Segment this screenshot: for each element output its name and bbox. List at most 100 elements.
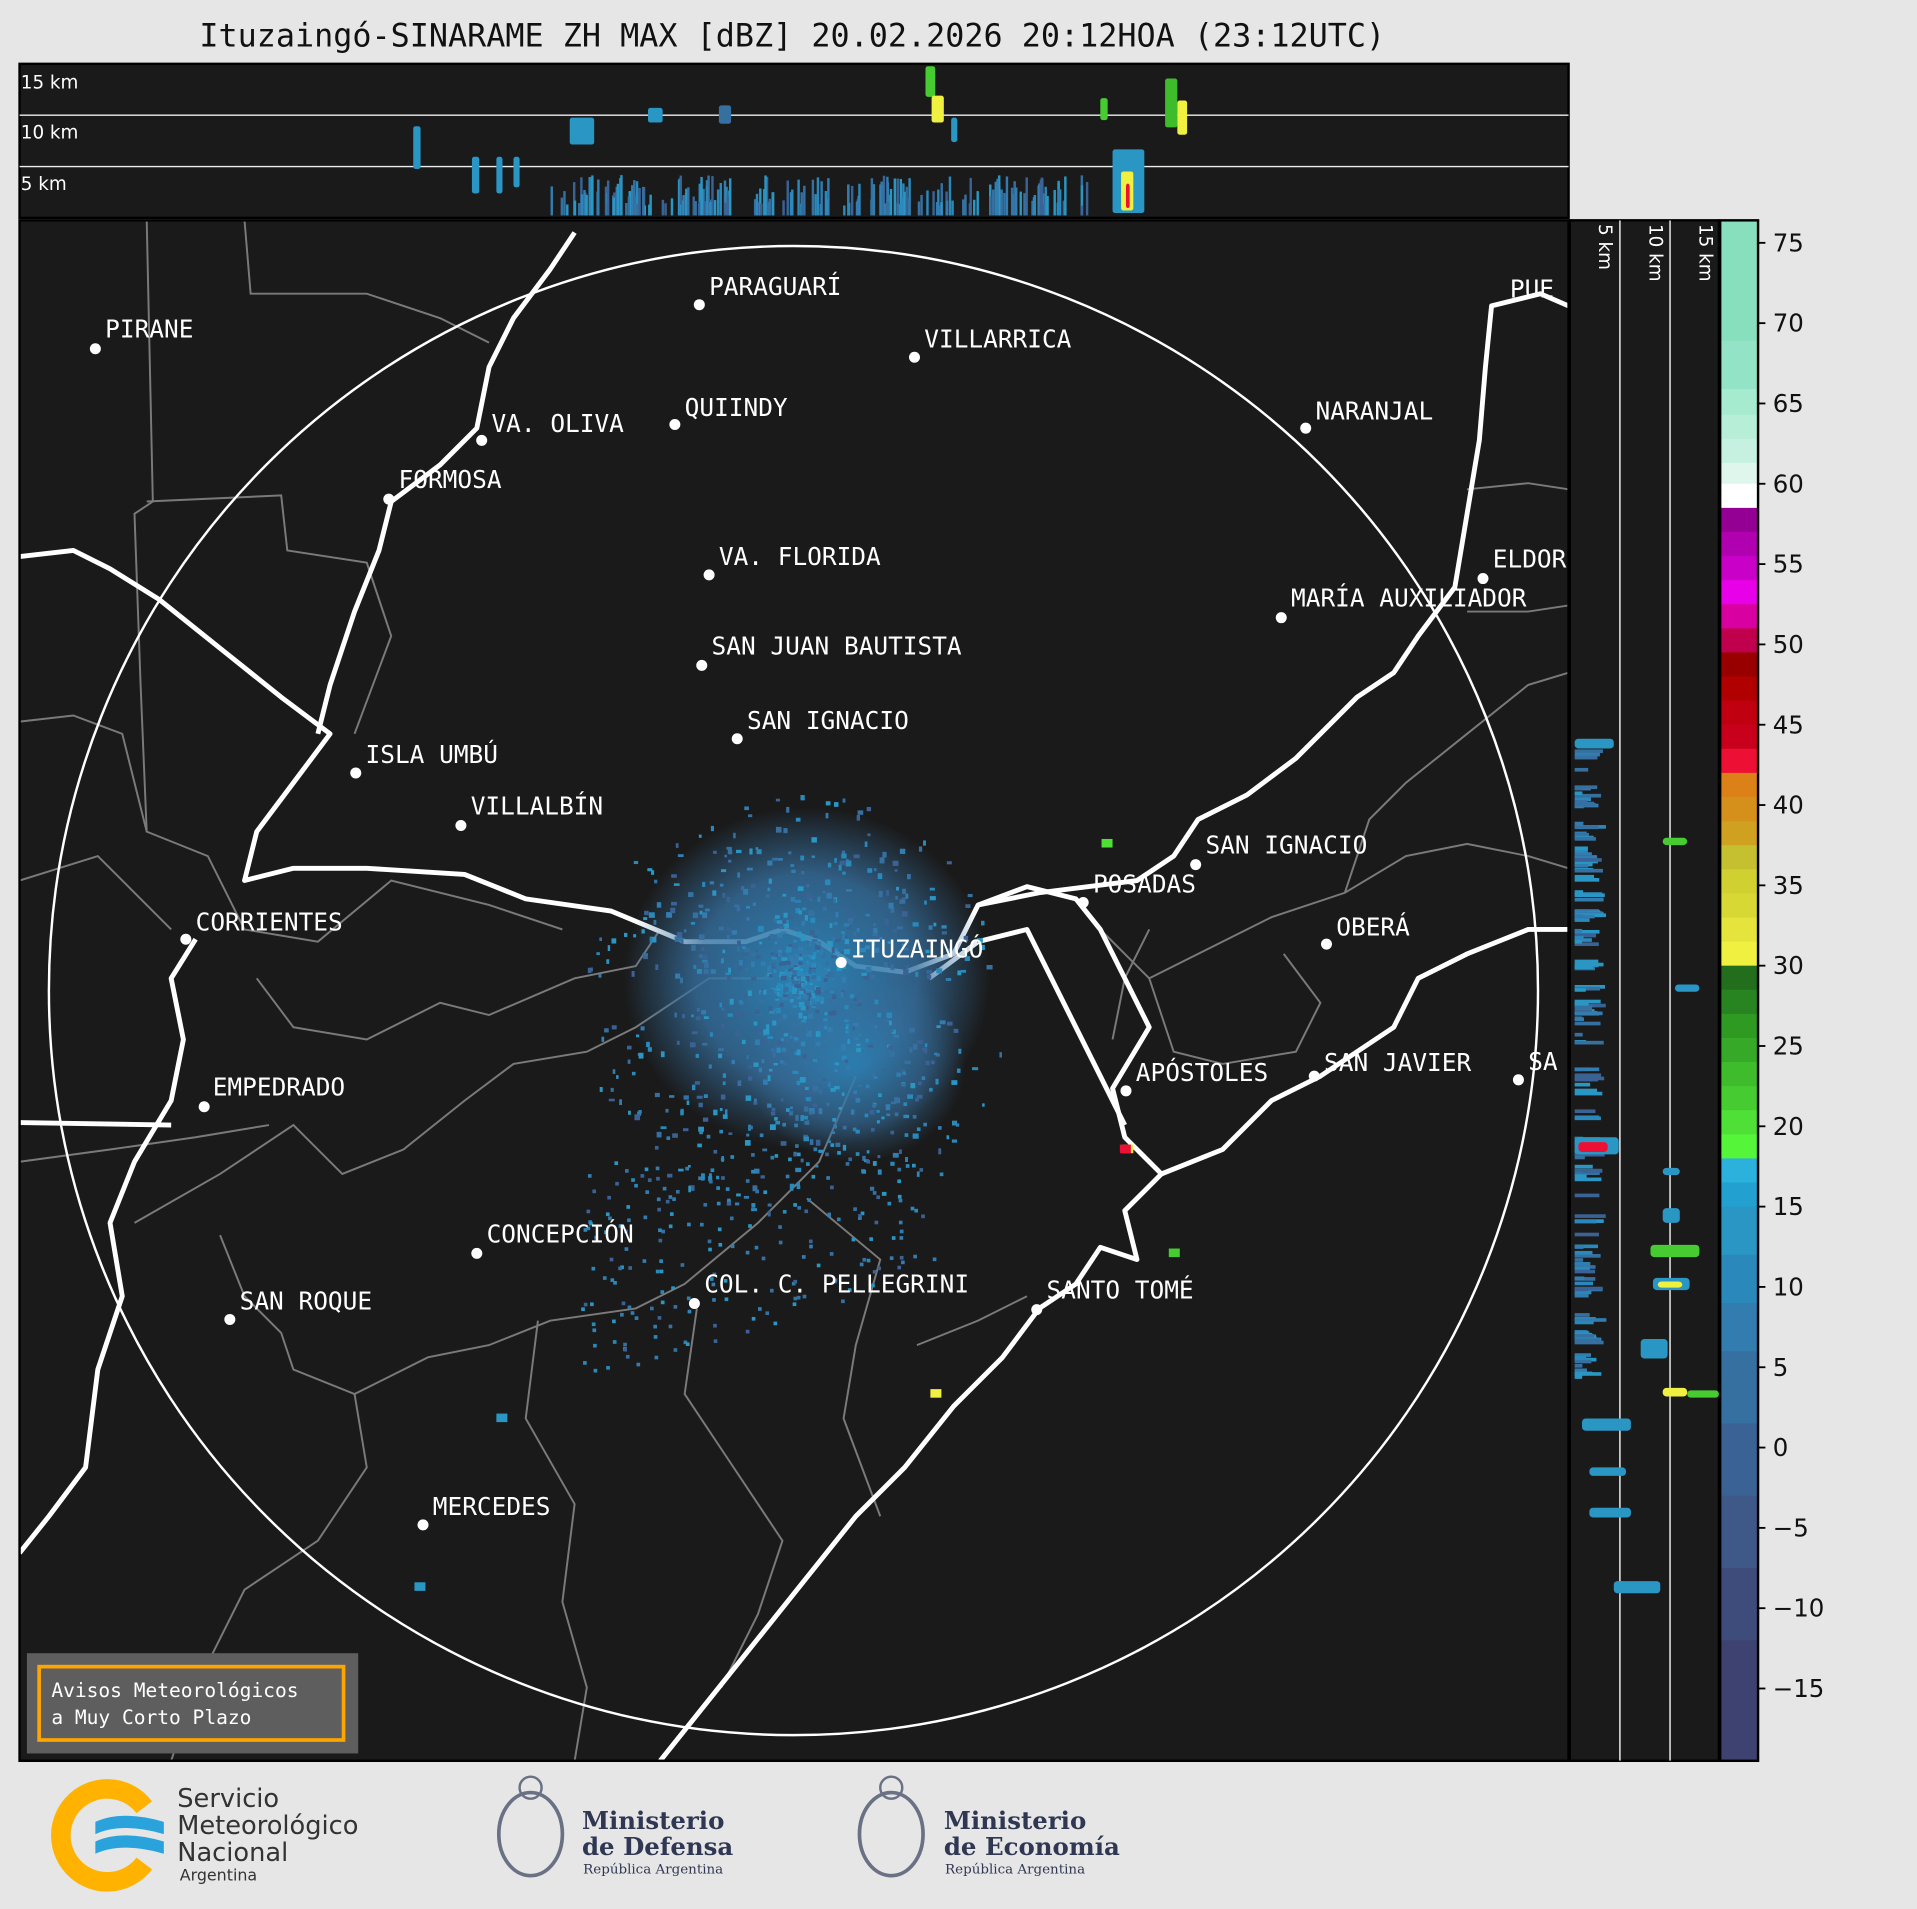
echo-pixel xyxy=(801,980,808,986)
echo-pixel xyxy=(866,1159,871,1164)
echo-pixel xyxy=(770,1155,775,1160)
echo-pixel xyxy=(729,1216,734,1221)
echo-pixel xyxy=(606,959,610,964)
echo-pixel xyxy=(695,1053,700,1058)
echo-pixel xyxy=(660,1051,665,1058)
echo-pixel xyxy=(834,1062,840,1066)
echo-pixel xyxy=(581,1307,585,1312)
echo-pixel xyxy=(827,998,833,1003)
echo-pixel xyxy=(812,969,816,974)
echo-pixel xyxy=(818,1066,824,1071)
echo-pixel xyxy=(840,1044,846,1051)
echo-column xyxy=(786,180,789,216)
echo-pixel xyxy=(748,914,752,919)
echo-pixel xyxy=(906,873,911,880)
echo-pixel xyxy=(598,974,602,978)
echo-pixel xyxy=(699,910,703,915)
echo-column xyxy=(889,188,893,216)
echo-pixel xyxy=(853,1090,858,1095)
echo-pixel xyxy=(772,857,778,861)
echo-column xyxy=(899,178,903,216)
echo-pixel xyxy=(896,886,899,891)
colorbar-band xyxy=(1720,1037,1759,1063)
colorbar-tick-label: −10 xyxy=(1773,1594,1825,1623)
radar-map[interactable]: PIRANE PARAGUARÍ VILLARRICA VA. OLIVA QUIIND… xyxy=(18,219,1595,1763)
echo-pixel xyxy=(806,1162,810,1166)
echo-pixel xyxy=(897,1167,902,1172)
echo-pixel xyxy=(792,971,797,976)
colorbar-band xyxy=(1720,1254,1759,1304)
colorbar-band xyxy=(1720,1206,1759,1256)
echo-pixel xyxy=(877,873,883,880)
echo-pixel xyxy=(640,1174,645,1178)
echo-pixel xyxy=(859,1262,864,1267)
echo-pixel xyxy=(774,941,778,945)
echo-pixel xyxy=(841,1055,847,1060)
echo-column xyxy=(723,180,727,216)
echo-pixel xyxy=(772,1020,777,1026)
echo-pixel xyxy=(798,972,805,976)
echo-pixel xyxy=(618,1224,623,1228)
echo-pixel xyxy=(709,881,715,885)
echo-pixel xyxy=(678,1168,684,1172)
echo-column xyxy=(643,205,647,216)
colorbar-tick-label: 45 xyxy=(1773,710,1804,739)
echo-pixel xyxy=(808,942,812,946)
echo-pixel xyxy=(741,1039,746,1045)
echo-pixel xyxy=(587,1174,592,1178)
echo-column xyxy=(771,192,775,216)
echo-pixel xyxy=(822,906,828,911)
echo-pixel xyxy=(793,1151,797,1157)
echo-pixel xyxy=(888,1020,892,1026)
colorbar-band xyxy=(1720,724,1759,750)
echo-pixel xyxy=(823,969,828,976)
echo-pixel xyxy=(601,1036,605,1042)
echo-pixel xyxy=(727,1013,733,1017)
echo-pixel xyxy=(786,1108,790,1112)
echo-column xyxy=(908,178,911,216)
echo-pixel xyxy=(769,1288,774,1293)
echo-pixel xyxy=(697,1143,702,1148)
echo-pixel xyxy=(905,1164,910,1168)
echo-pixel xyxy=(683,929,687,933)
echo-pixel xyxy=(673,1348,678,1352)
echo-pixel xyxy=(627,1218,631,1223)
echo-pixel xyxy=(654,1145,659,1150)
echo-pixel xyxy=(695,1016,701,1021)
echo-pixel xyxy=(809,1139,814,1145)
echo-pixel xyxy=(657,1316,662,1320)
echo-pixel xyxy=(805,976,810,982)
echo-row xyxy=(1574,1293,1589,1298)
echo-pixel xyxy=(748,814,753,818)
echo-pixel xyxy=(611,1025,617,1030)
echo-column xyxy=(760,203,763,216)
echo-pixel xyxy=(743,931,747,935)
echo-column xyxy=(898,204,902,216)
echo-pixel xyxy=(864,945,870,950)
top-height-panel: 15 km 10 km 5 km xyxy=(18,62,1570,220)
echo-pixel xyxy=(749,1125,753,1130)
echo-pixel xyxy=(775,996,779,999)
echo-column xyxy=(976,191,979,216)
echo-column xyxy=(649,194,652,216)
echo-pixel xyxy=(857,1003,862,1007)
echo-pixel xyxy=(847,1288,852,1292)
warning-box[interactable]: Avisos Meteorológicos a Muy Corto Plazo xyxy=(26,1653,359,1754)
city-label: ITUZAINGÓ xyxy=(851,934,983,964)
echo-pixel xyxy=(770,1048,776,1053)
echo-column xyxy=(1085,181,1089,216)
echo-pixel xyxy=(583,1302,588,1307)
echo-pixel xyxy=(945,978,952,981)
echo-pixel xyxy=(872,933,878,937)
echo-pixel xyxy=(782,1014,788,1019)
echo-pixel xyxy=(874,1220,879,1225)
echo-pixel xyxy=(636,1362,641,1367)
echo-pixel xyxy=(769,1124,776,1131)
echo-column xyxy=(1019,191,1022,216)
echo-pixel xyxy=(835,1142,841,1147)
echo-row xyxy=(1574,893,1605,898)
echo-column xyxy=(648,204,651,216)
echo-pixel xyxy=(791,942,798,949)
echo-pixel xyxy=(867,868,873,873)
echo-pixel xyxy=(958,1048,962,1054)
